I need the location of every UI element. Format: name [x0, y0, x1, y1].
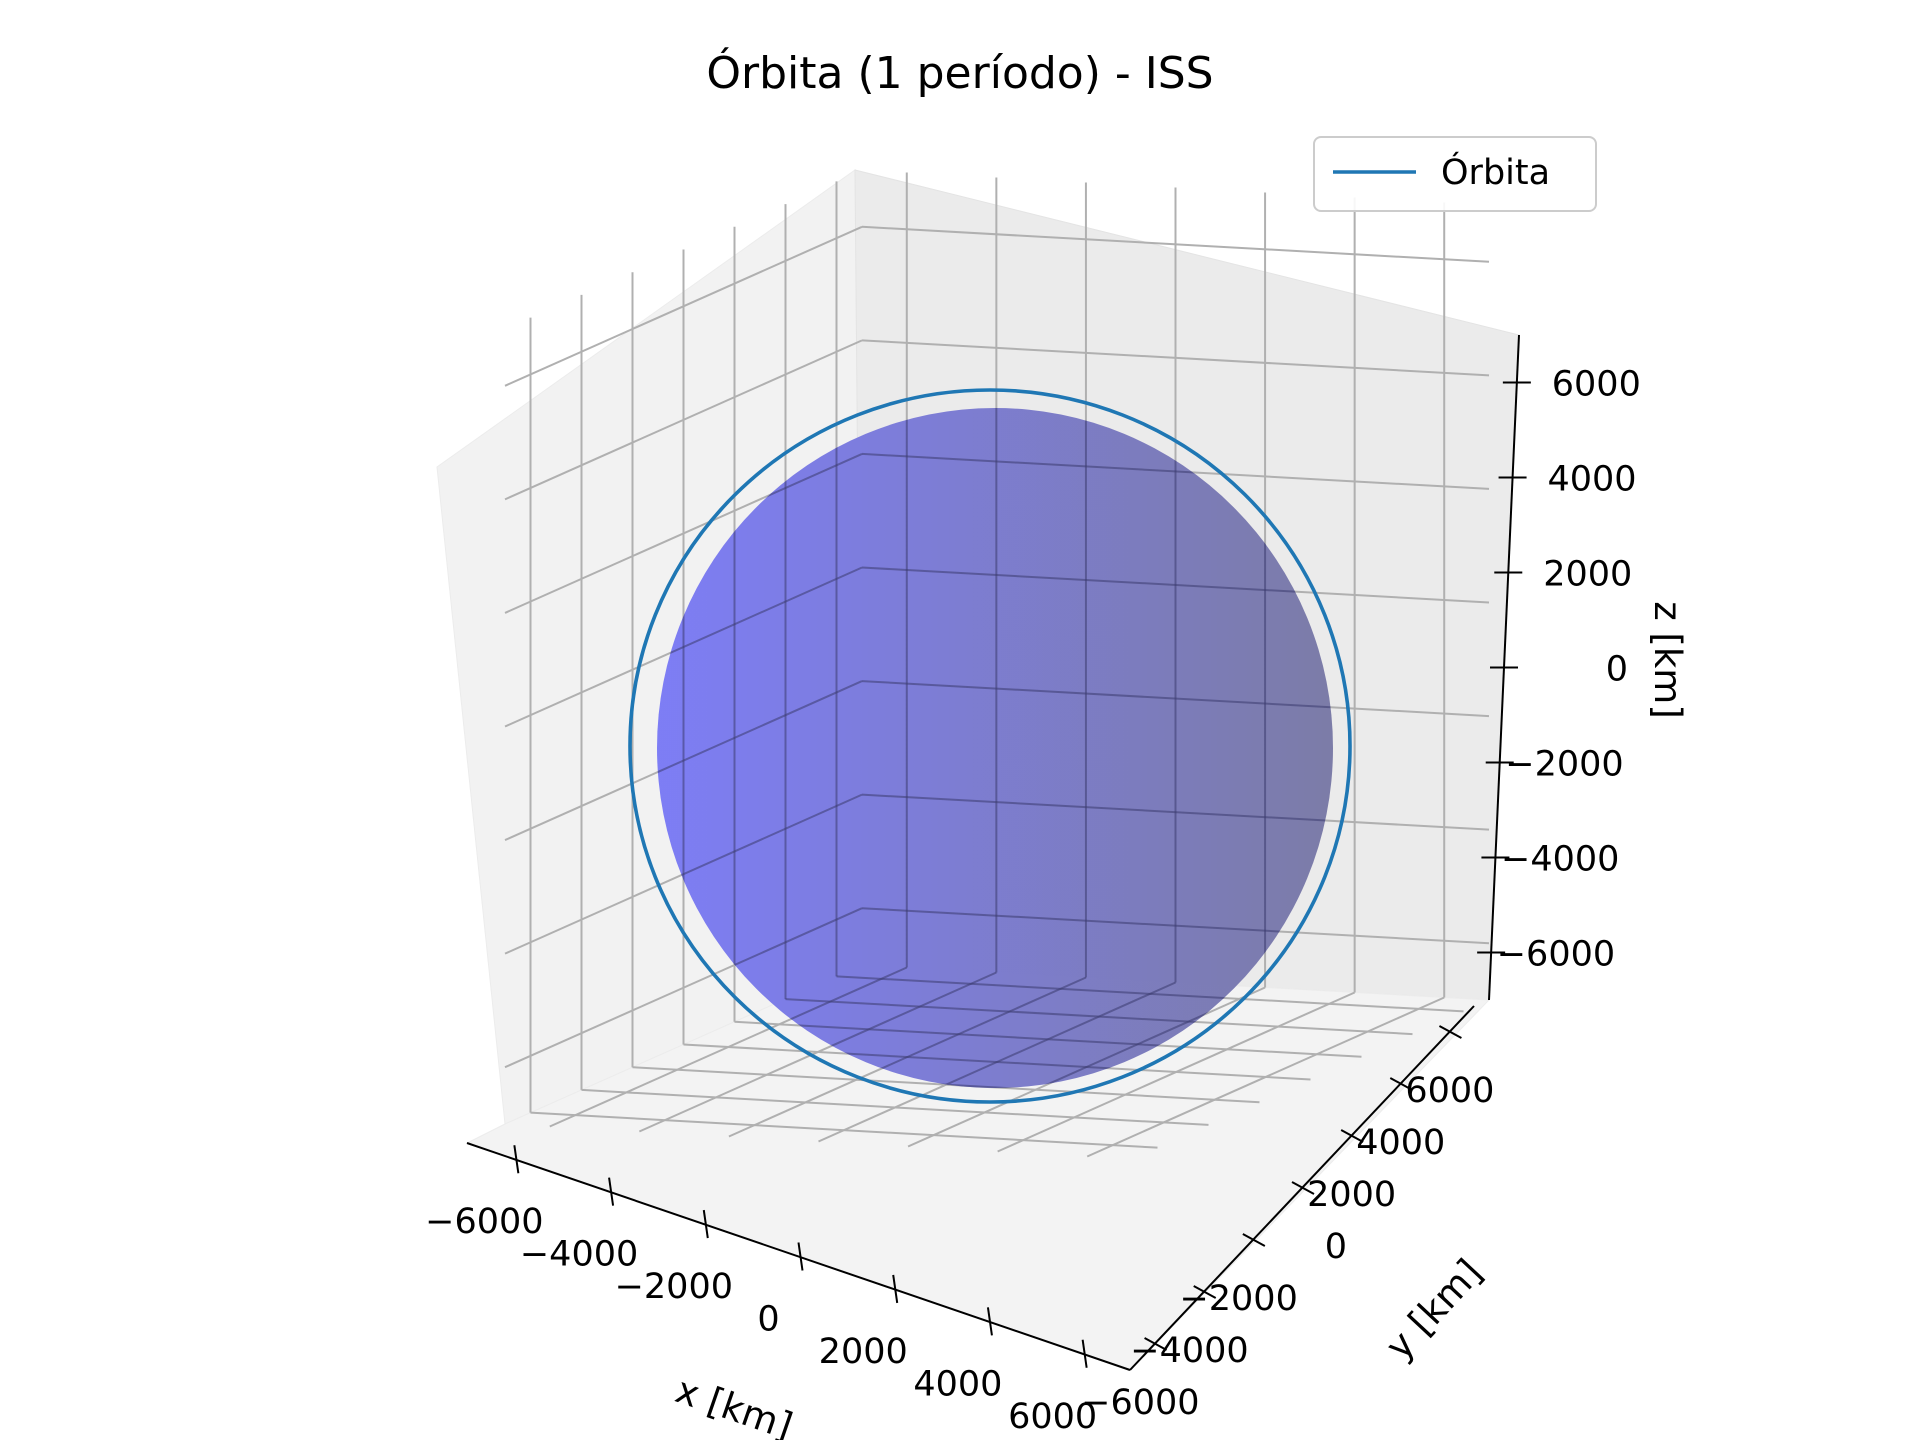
- z-tick-label: 0: [1606, 650, 1628, 690]
- x-tick-mark: [797, 1242, 804, 1271]
- grid-line-z: [657, 680, 863, 841]
- y-tick-label: −4000: [1130, 1331, 1248, 1371]
- y-tick-label: 6000: [1405, 1071, 1494, 1111]
- y-tick-mark: [1291, 1181, 1315, 1195]
- grid-line-z: [861, 566, 1333, 604]
- x-tick-mark: [892, 1274, 899, 1304]
- grid-line-z: [657, 566, 863, 728]
- x-tick-label: 6000: [1008, 1397, 1097, 1437]
- x-tick-mark: [986, 1307, 993, 1336]
- chart-title: Órbita (1 período) - ISS: [706, 46, 1213, 99]
- x-tick-label: −6000: [425, 1202, 543, 1242]
- z-tick-label: 6000: [1552, 365, 1641, 405]
- z-tick-label: −2000: [1505, 745, 1623, 785]
- y-tick-mark: [1144, 1337, 1168, 1351]
- z-tick-label: −4000: [1501, 840, 1619, 880]
- y-tick-mark: [1438, 1025, 1462, 1039]
- z-tick-label: 2000: [1543, 555, 1632, 595]
- legend: Órbita: [1313, 136, 1597, 212]
- grid-line-y: [581, 1088, 1209, 1126]
- grid-line-y: [530, 1111, 1158, 1149]
- x-tick-mark: [1081, 1339, 1088, 1368]
- y-tick-mark: [1242, 1233, 1266, 1247]
- grid-line-z: [504, 225, 863, 387]
- legend-box: [1313, 136, 1597, 212]
- grid-line-y: [632, 1066, 1260, 1104]
- x-tick-label: 4000: [913, 1364, 1002, 1404]
- grid-line-z: [861, 225, 1490, 263]
- y-tick-mark: [1389, 1077, 1413, 1091]
- earth-sphere: [657, 408, 1333, 1088]
- y-tick-mark: [1193, 1285, 1217, 1299]
- x-tick-mark: [513, 1145, 520, 1174]
- y-tick-label: 0: [1325, 1227, 1347, 1267]
- grid-line-y: [836, 975, 1333, 1013]
- z-tick-label: −6000: [1497, 935, 1615, 975]
- legend-label-orbita: Órbita: [1441, 151, 1550, 193]
- x-tick-label: 0: [757, 1300, 779, 1340]
- grid-line-z: [504, 339, 863, 501]
- x-tick-label: −4000: [520, 1235, 638, 1275]
- x-axis-line: [466, 1142, 1131, 1371]
- y-tick-label: −6000: [1081, 1383, 1199, 1423]
- grid-line-z: [861, 680, 1333, 718]
- y-tick-label: −2000: [1179, 1279, 1297, 1319]
- grid-line-z: [861, 339, 1490, 377]
- y-tick-label: 4000: [1356, 1123, 1445, 1163]
- x-axis-label: x [km]: [670, 1368, 797, 1440]
- x-tick-mark: [702, 1209, 709, 1239]
- grid-line-z: [861, 452, 1333, 490]
- y-ticks: −6000 −4000 −2000 0 2000 4000 6000: [1081, 1025, 1494, 1423]
- grid-line-z: [861, 793, 1333, 831]
- x-tick-label: 2000: [819, 1332, 908, 1372]
- z-ticks: −6000 −4000 −2000 0 2000 4000 6000: [1477, 365, 1641, 975]
- grid-line-z: [861, 907, 1333, 945]
- x-tick-label: −2000: [615, 1267, 733, 1307]
- y-tick-label: 2000: [1307, 1175, 1396, 1215]
- y-axis-label: y [km]: [1377, 1251, 1490, 1368]
- x-tick-mark: [608, 1177, 615, 1206]
- grid-line-z: [657, 793, 863, 955]
- z-axis-label: z [km]: [1646, 601, 1689, 719]
- y-tick-mark: [1340, 1129, 1364, 1143]
- z-tick-label: 4000: [1547, 460, 1636, 500]
- orbit-series-line: [628, 388, 1352, 1104]
